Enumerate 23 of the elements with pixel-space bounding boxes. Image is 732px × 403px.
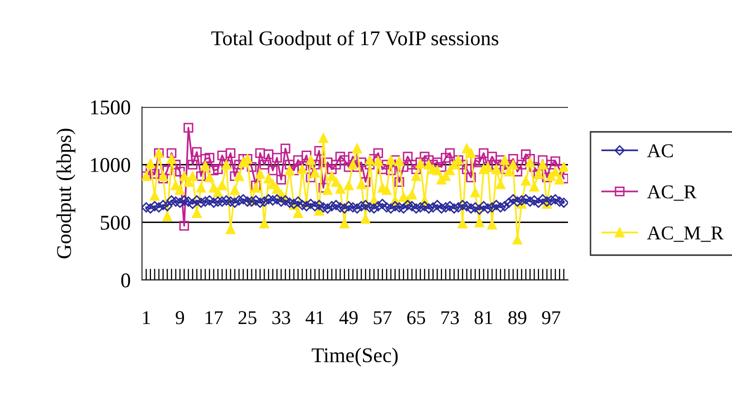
x-tick-label: 9 bbox=[176, 311, 184, 324]
x-tick-label: 49 bbox=[339, 311, 358, 324]
y-tick-label: 1000 bbox=[91, 158, 130, 172]
x-axis-title: Time(Sec) bbox=[312, 348, 398, 367]
y-axis-title: Goodput (kbps) bbox=[56, 128, 76, 258]
x-tick-label: 73 bbox=[441, 311, 459, 324]
x-tick-label: 17 bbox=[206, 311, 223, 324]
legend-label: AC bbox=[647, 144, 673, 158]
x-tick-label: 41 bbox=[306, 311, 324, 324]
x-tick-label: 97 bbox=[542, 311, 560, 324]
legend-label: AC_R bbox=[647, 185, 697, 201]
x-tick-label: 33 bbox=[272, 311, 290, 324]
legend-label: AC_M_R bbox=[647, 226, 724, 242]
y-tick-label: 500 bbox=[100, 216, 130, 230]
x-tick-label: 65 bbox=[407, 311, 426, 324]
x-tick-label: 89 bbox=[508, 311, 526, 324]
y-tick-label: 0 bbox=[121, 273, 130, 288]
x-tick-label: 25 bbox=[238, 311, 256, 324]
x-tick-label: 57 bbox=[374, 311, 392, 324]
chart-title: Total Goodput of 17 VoIP sessions bbox=[211, 30, 498, 50]
x-tick-label: 1 bbox=[143, 311, 150, 324]
x-tick-label: 81 bbox=[474, 311, 492, 324]
y-tick-label: 1500 bbox=[91, 100, 130, 114]
